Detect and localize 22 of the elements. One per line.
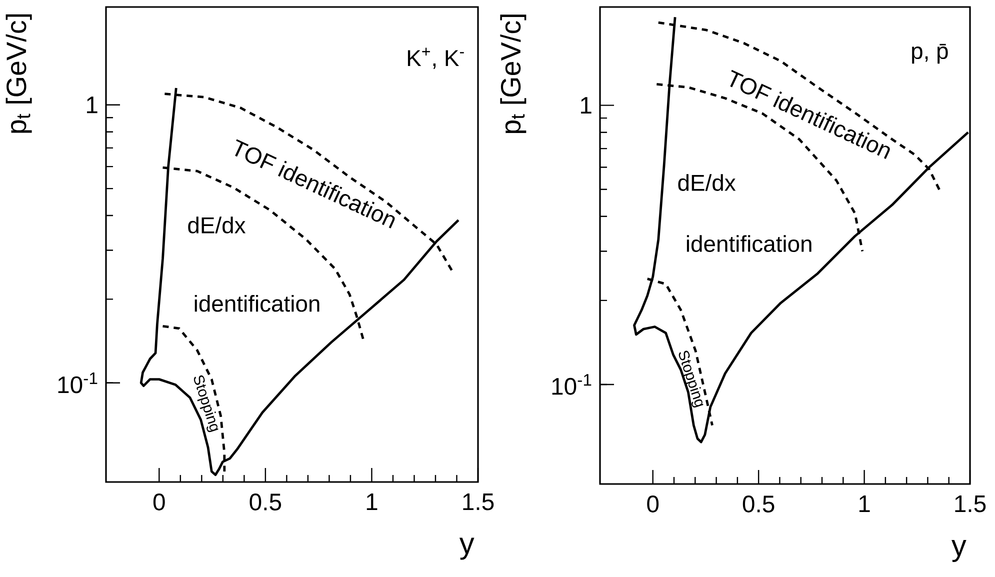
x-tick-label: 0: [647, 496, 659, 512]
x-tick-label: 0.5: [742, 496, 774, 512]
annotation: identification: [686, 235, 812, 252]
annotation: Stopping: [678, 350, 704, 408]
y-axis-title: p$_{t}$ [GeV/c]: [500, 14, 526, 134]
y-axis-title: p$_{t}$ [GeV/c]: [6, 14, 32, 133]
annotation: dE/dx: [678, 174, 736, 191]
x-tick-label: 1.5: [955, 496, 986, 512]
y-tick-label: 10$^{-1}$: [58, 372, 98, 394]
x-axis-title: y: [459, 538, 474, 560]
x-tick-label: 0.5: [250, 494, 282, 510]
x-tick-label: 1.5: [463, 494, 494, 510]
y-tick-label: 10$^{-1}$: [552, 374, 592, 395]
x-tick-label: 0: [153, 494, 165, 510]
annotation: dE/dx: [188, 216, 246, 234]
annotation: Stopping: [194, 375, 218, 432]
annotation: K$^{+}$, K$^{-}$: [408, 48, 464, 69]
annotation: identification: [194, 294, 320, 312]
annotation: p, p̄: [912, 44, 948, 64]
x-tick-label: 1: [366, 494, 378, 510]
x-tick-label: 1: [859, 496, 870, 512]
x-axis-title: y: [952, 540, 966, 562]
